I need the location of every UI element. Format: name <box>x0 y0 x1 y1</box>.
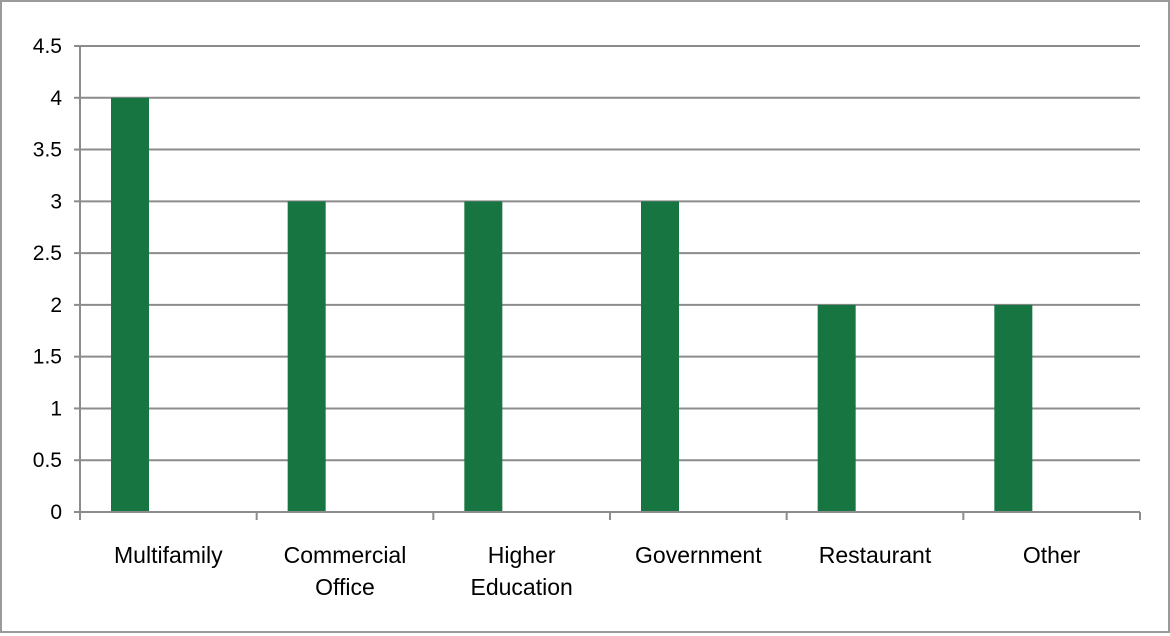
y-tick-label: 4 <box>50 87 62 110</box>
bar <box>287 201 326 513</box>
y-tick-label: 4.5 <box>33 35 62 58</box>
y-tick-label: 1.5 <box>33 346 62 369</box>
y-tick-label: 0 <box>50 501 62 524</box>
bar <box>111 97 149 513</box>
x-tick-label: Higher Education <box>471 542 573 600</box>
gridlines <box>80 45 1140 462</box>
x-tick-labels: Multifamily Commercial Office Higher Educati… <box>114 542 1081 600</box>
bar <box>464 201 503 513</box>
x-tick-label: Other <box>1023 542 1081 568</box>
y-tick-label: 2.5 <box>33 242 62 265</box>
x-tick-label: Restaurant <box>819 542 932 568</box>
bar <box>994 304 1033 512</box>
y-tick-labels: 0 0.5 1 1.5 2 2.5 3 3.5 4 4.5 <box>33 35 63 524</box>
x-tick-label: Government <box>635 542 762 568</box>
y-tick-label: 3 <box>50 190 62 213</box>
bar <box>817 304 856 512</box>
y-tick-label: 1 <box>50 397 62 420</box>
y-tick-label: 2 <box>50 294 62 317</box>
y-tick-label: 0.5 <box>33 449 62 472</box>
y-tick-label: 3.5 <box>33 139 62 162</box>
bar <box>641 201 679 513</box>
x-tick-label: Commercial Office <box>284 542 407 600</box>
bars <box>111 97 1033 513</box>
x-tick-label: Multifamily <box>114 542 223 568</box>
axes <box>74 45 1141 520</box>
